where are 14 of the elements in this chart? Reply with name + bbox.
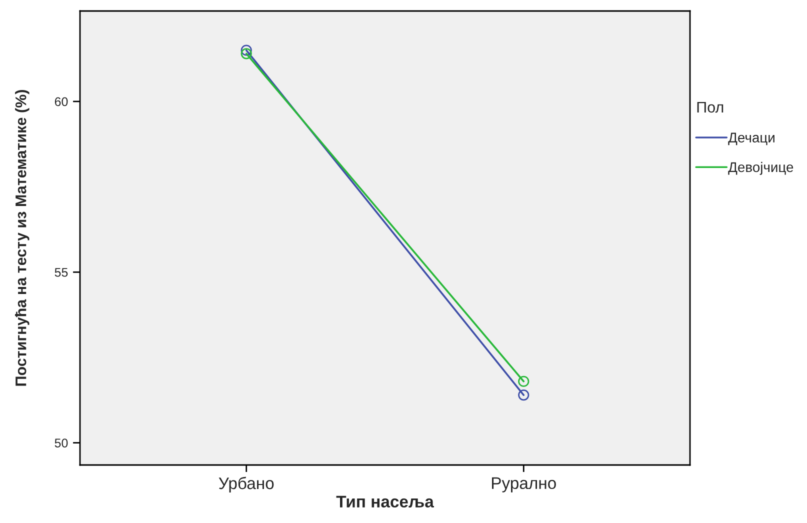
point: [240, 44, 252, 56]
point: [240, 48, 252, 60]
y-tick-label: 55: [54, 268, 68, 277]
y-axis-title: Постигнућа на тесту из Математике (%): [15, 90, 30, 386]
y-tick-label: 50: [54, 438, 68, 448]
x-axis-title: Тип насеља: [336, 496, 434, 508]
point: [518, 376, 530, 387]
legend-label: Девојчице: [728, 162, 794, 175]
x-tick-label: Урбано: [218, 476, 274, 492]
legend-title: Пол: [697, 102, 724, 113]
point: [518, 389, 530, 401]
legend-label: Дечаци: [728, 132, 774, 146]
y-tick-label: 60: [54, 97, 68, 106]
x-tick-label: Рурално: [492, 477, 556, 492]
